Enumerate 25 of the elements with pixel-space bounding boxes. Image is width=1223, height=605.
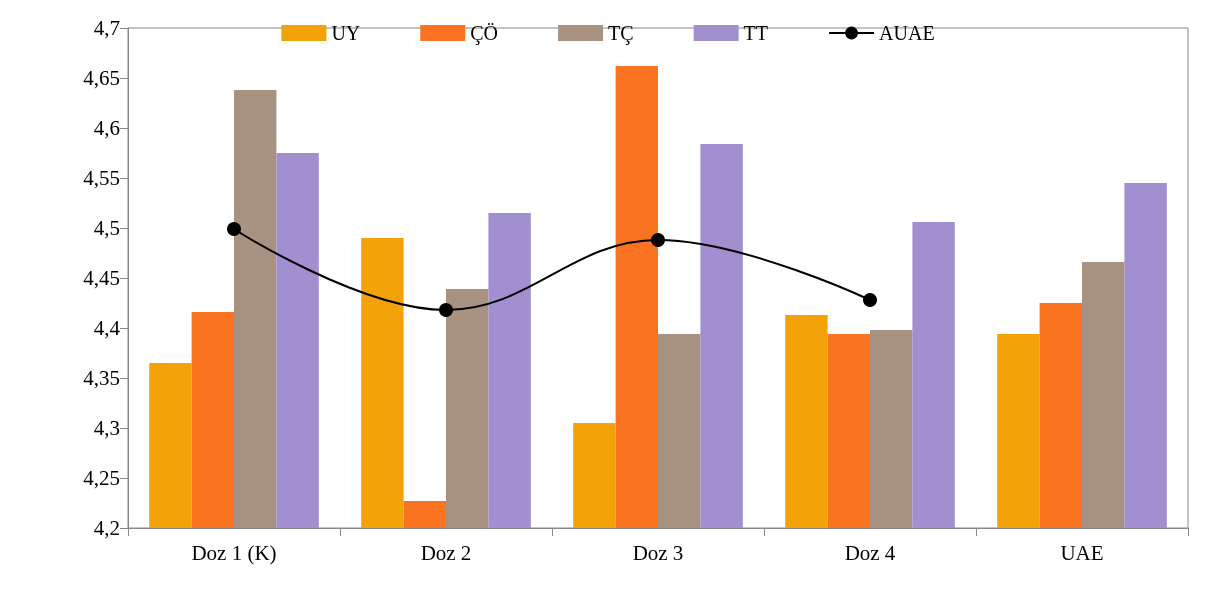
- y-tick-label: 4,7: [93, 16, 120, 40]
- y-tick-label: 4,35: [83, 366, 120, 390]
- y-tick-label: 4,3: [93, 416, 120, 440]
- y-tick-label: 4,6: [93, 116, 120, 140]
- y-tick-label: 4,55: [83, 166, 120, 190]
- legend-label: TT: [743, 22, 769, 44]
- legend-label: TÇ: [608, 22, 634, 45]
- y-tick-label: 4,5: [93, 216, 120, 240]
- x-tick-label: Doz 2: [420, 540, 472, 565]
- point: [863, 293, 877, 307]
- y-tick-label: 4,25: [83, 466, 120, 490]
- x-tick-label: Doz 3: [632, 540, 684, 565]
- legend-label: AUAE: [879, 22, 935, 44]
- point: [439, 303, 453, 317]
- x-tick-label: Doz 4: [844, 540, 896, 565]
- y-tick-label: 4,2: [93, 516, 120, 540]
- point: [227, 222, 241, 236]
- legend-label: ÇÖ: [470, 22, 499, 45]
- legend-label: UY: [331, 22, 361, 44]
- y-tick-label: 4,4: [93, 316, 121, 340]
- point: [651, 233, 665, 247]
- x-tick-label: Doz 1 (K): [191, 540, 277, 565]
- x-tick-label: UAE: [1060, 540, 1104, 565]
- y-tick-label: 4,45: [83, 266, 120, 290]
- y-tick-label: 4,65: [83, 66, 120, 90]
